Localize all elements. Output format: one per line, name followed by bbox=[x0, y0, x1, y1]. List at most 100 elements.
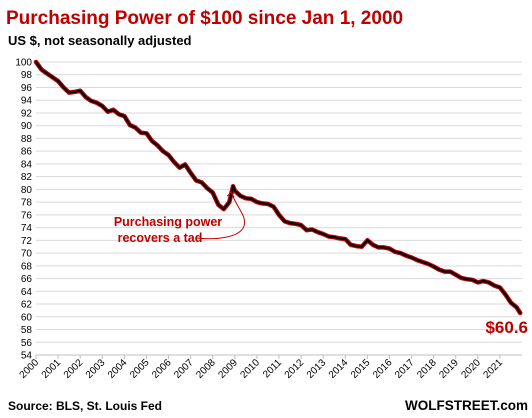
y-tick-label: 98 bbox=[21, 70, 33, 81]
data-point bbox=[272, 205, 275, 208]
data-point bbox=[300, 224, 302, 226]
y-tick-label: 94 bbox=[21, 96, 33, 107]
data-point bbox=[145, 132, 148, 135]
data-point bbox=[178, 166, 181, 169]
y-tick-label: 66 bbox=[21, 274, 33, 285]
y-tick-label: 84 bbox=[21, 159, 33, 170]
y-tick-label: 96 bbox=[21, 83, 33, 94]
annotation-arrow bbox=[195, 192, 246, 240]
annotations: Purchasing power recovers a tad $60.6 bbox=[114, 191, 528, 337]
data-point bbox=[62, 86, 65, 89]
data-point bbox=[101, 105, 104, 107]
data-point bbox=[355, 245, 358, 247]
data-point bbox=[322, 233, 325, 235]
data-point bbox=[499, 286, 501, 289]
end-value-label: $60.6 bbox=[485, 318, 528, 337]
data-point bbox=[107, 110, 109, 113]
data-point bbox=[134, 126, 137, 129]
data-point bbox=[167, 154, 170, 156]
data-point bbox=[510, 302, 512, 304]
x-tick-label: 2019 bbox=[437, 357, 461, 381]
data-point bbox=[432, 265, 435, 268]
data-point bbox=[305, 229, 308, 231]
data-point bbox=[394, 251, 396, 253]
data-point bbox=[482, 280, 485, 282]
data-point bbox=[129, 124, 131, 126]
data-point bbox=[173, 161, 175, 163]
data-point bbox=[410, 256, 413, 259]
y-tick-label: 86 bbox=[21, 147, 33, 158]
x-tick-label: 2009 bbox=[216, 357, 240, 381]
data-point bbox=[118, 113, 120, 115]
chart-subtitle: US $, not seasonally adjusted bbox=[8, 33, 192, 48]
y-tick-label: 64 bbox=[21, 287, 33, 298]
x-tick-label: 2013 bbox=[305, 357, 329, 381]
data-point bbox=[372, 244, 374, 246]
data-point bbox=[366, 239, 369, 242]
series-line-glow bbox=[33, 59, 523, 316]
y-tick-label: 80 bbox=[21, 185, 33, 196]
data-point bbox=[223, 208, 225, 210]
data-point bbox=[112, 109, 115, 111]
data-point bbox=[162, 150, 164, 152]
data-point bbox=[399, 252, 402, 254]
y-tick-label: 54 bbox=[21, 351, 33, 362]
data-point bbox=[51, 76, 54, 79]
data-point bbox=[57, 80, 59, 82]
annotation-arrowhead bbox=[226, 191, 235, 198]
series-line bbox=[34, 60, 522, 315]
data-point bbox=[421, 261, 424, 263]
data-point bbox=[79, 89, 81, 92]
y-tick-label: 60 bbox=[21, 312, 33, 323]
y-tick-label: 68 bbox=[21, 261, 33, 272]
data-point bbox=[427, 263, 429, 265]
data-point bbox=[361, 245, 363, 248]
y-tick-label: 74 bbox=[21, 223, 33, 234]
x-tick-label: 2005 bbox=[128, 357, 152, 381]
data-point bbox=[84, 96, 87, 98]
data-point bbox=[267, 203, 269, 205]
data-point bbox=[46, 72, 48, 75]
data-point bbox=[327, 235, 330, 238]
data-point bbox=[438, 268, 441, 271]
annotation-line-1: Purchasing power bbox=[114, 215, 222, 229]
data-point bbox=[283, 220, 286, 222]
x-tick-label: 2006 bbox=[150, 357, 174, 381]
data-point bbox=[73, 91, 76, 93]
data-point bbox=[416, 259, 418, 261]
data-point bbox=[515, 306, 518, 309]
data-point bbox=[454, 273, 457, 276]
x-tick-label: 2015 bbox=[349, 357, 373, 381]
x-tick-label: 2021 bbox=[482, 357, 506, 381]
data-point bbox=[339, 237, 341, 240]
chart-title: Purchasing Power of $100 since Jan 1, 20… bbox=[6, 8, 403, 29]
data-point bbox=[68, 91, 70, 94]
data-point bbox=[40, 68, 43, 71]
data-point bbox=[278, 214, 280, 216]
data-point bbox=[289, 222, 291, 224]
data-point bbox=[333, 236, 336, 238]
y-tick-label: 92 bbox=[21, 108, 33, 119]
data-point bbox=[388, 247, 391, 250]
data-point bbox=[245, 197, 247, 200]
data-point bbox=[140, 131, 142, 134]
data-point bbox=[477, 281, 479, 284]
data-point bbox=[228, 201, 231, 203]
data-point bbox=[123, 115, 126, 117]
data-point bbox=[350, 244, 352, 246]
data-point bbox=[504, 293, 507, 296]
data-point bbox=[195, 179, 197, 182]
data-point bbox=[466, 278, 468, 281]
y-tick-label: 82 bbox=[21, 172, 33, 183]
x-tick-label: 2001 bbox=[40, 357, 64, 381]
data-point bbox=[519, 312, 521, 314]
data-point bbox=[151, 140, 153, 142]
data-point bbox=[460, 277, 463, 279]
x-tick-label: 2007 bbox=[172, 357, 196, 381]
data-point bbox=[96, 102, 98, 104]
data-point bbox=[250, 198, 253, 200]
data-point bbox=[493, 284, 496, 287]
data-point bbox=[156, 144, 159, 147]
data-point bbox=[488, 281, 490, 284]
data-point bbox=[35, 61, 37, 63]
